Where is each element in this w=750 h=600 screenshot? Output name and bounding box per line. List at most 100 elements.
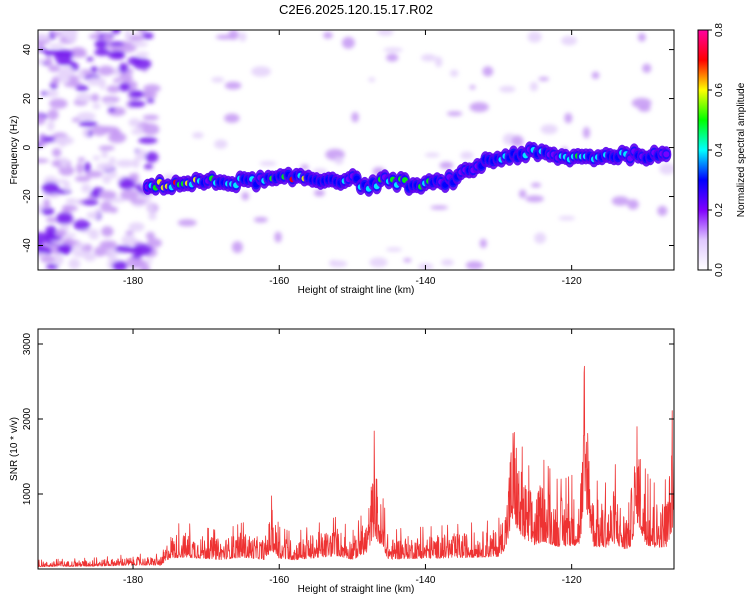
spectrogram-noise-blob xyxy=(65,31,78,43)
snr-panel: -180 -160 -140 -120 1000 2000 3000 Height of s… xyxy=(9,328,675,595)
spectrogram-noise-blob xyxy=(51,31,64,37)
spectrogram-noise-blob xyxy=(58,66,75,78)
x-tick-label: -140 xyxy=(415,276,435,287)
spectrogram-noise-blob xyxy=(369,257,388,268)
snr-frame xyxy=(37,328,675,570)
spectrogram-noise-blob xyxy=(125,256,144,268)
spectrogram-noise-blob xyxy=(54,136,74,146)
spectrogram-noise-blob xyxy=(75,92,93,103)
spectrogram-noise-blob xyxy=(231,241,243,254)
spectrogram-noise-blob xyxy=(241,191,250,201)
spectrogram-noise-blob xyxy=(142,123,160,136)
spectrogram-noise-blob xyxy=(135,51,150,58)
spectrogram-frame xyxy=(37,29,675,271)
spectrogram-noise-blob xyxy=(534,232,547,244)
spectrogram-noise-blob xyxy=(659,162,674,175)
spectrogram-noise-blob xyxy=(214,139,228,149)
spectrogram-noise-blob xyxy=(53,253,64,266)
spectrogram-noise-blob xyxy=(420,54,437,62)
spectrogram-noise-blob xyxy=(383,47,403,53)
spectrogram-noise-blob xyxy=(564,112,573,124)
spectrogram-noise-blob xyxy=(63,233,77,238)
spectrogram-noise-blob xyxy=(540,124,558,135)
spectrogram-noise-blob xyxy=(51,148,62,158)
spectrogram-noise-blob xyxy=(127,56,142,66)
spectrogram-noise-blob xyxy=(99,240,118,249)
spectrogram-noise-blob xyxy=(127,68,134,74)
spectrogram-noise-blob xyxy=(132,243,153,256)
spectrogram-noise-blob xyxy=(141,32,154,40)
spectrogram-noise-blob xyxy=(107,132,127,144)
spectrogram-noise-blob xyxy=(68,75,80,84)
spectrogram-noise-blob xyxy=(341,36,355,49)
spectrogram-noise-blob xyxy=(54,229,67,238)
spectrogram-noise-blob xyxy=(251,66,272,77)
colorbar-tick-label: 0.2 xyxy=(714,203,725,217)
x-tick-label: -160 xyxy=(269,276,289,287)
snr-series-line xyxy=(38,365,674,568)
spectrogram-noise-blob xyxy=(637,33,646,42)
spectrogram-noise-blob xyxy=(97,190,117,200)
spectrogram-noise-blob xyxy=(111,260,128,270)
spectrogram-noise-blob xyxy=(77,71,86,80)
spectrogram-noise-blob xyxy=(147,204,155,212)
ridge-core xyxy=(353,175,360,182)
spectrogram-noise-blob xyxy=(638,104,651,112)
spectrogram-noise-blob xyxy=(56,60,76,66)
spectrogram-noise-blob xyxy=(95,30,102,33)
spectrogram-noise-blob xyxy=(642,63,652,73)
spectrogram-noise-blob xyxy=(58,165,75,176)
spectrogram-noise-blob xyxy=(90,93,100,102)
spectrogram-noise-blob xyxy=(329,260,348,268)
spectrogram-noise-blob xyxy=(44,49,63,56)
spectrogram-noise-blob xyxy=(72,250,91,258)
spectrogram-noise-blob xyxy=(38,114,46,126)
spectrogram-noise-blob xyxy=(109,41,125,47)
colorbar-tick-label: 0.0 xyxy=(714,263,725,277)
spectrogram-noise-blob xyxy=(111,30,121,34)
spectrogram-noise-blob xyxy=(102,174,112,184)
spectrogram-noise-blob xyxy=(128,100,146,108)
spectrogram-noise-blob xyxy=(112,50,126,60)
spectrogram-noise-blob xyxy=(469,102,489,113)
spectrogram-noise-blob xyxy=(561,35,578,46)
spectrogram-noise-blob xyxy=(128,118,141,127)
spectrogram-noise-blob xyxy=(119,73,133,82)
spectrogram-noise-blob xyxy=(48,43,65,49)
colorbar: 0.0 0.2 0.4 0.6 0.8 Normalized spectral ampl… xyxy=(697,23,747,277)
spectrogram-noise-blob xyxy=(49,98,68,109)
colorbar-ticks: 0.0 0.2 0.4 0.6 0.8 xyxy=(708,23,725,277)
spectrogram-noise-blob xyxy=(94,39,108,49)
spectrogram-noise-blob xyxy=(118,82,131,92)
spectrogram-noise-blob xyxy=(92,155,101,161)
spectrogram-noise-blob xyxy=(657,205,668,216)
spectrogram-noise-blob xyxy=(45,217,59,223)
spectrogram-noise-blob xyxy=(47,109,59,121)
spectrogram-noise-blob xyxy=(224,81,242,90)
spectrogram-noise-blob xyxy=(146,98,155,104)
spectrogram-noise-blob xyxy=(60,157,69,169)
snr-ticks: -180 -160 -140 -120 1000 2000 3000 xyxy=(22,329,674,586)
colorbar-tick-label: 0.4 xyxy=(714,143,725,157)
spectrogram-noise-blob xyxy=(74,175,91,182)
spectrogram-noise-blob xyxy=(94,48,111,56)
spectrogram-noise-blob xyxy=(469,85,476,90)
spectrogram-noise-blob xyxy=(137,30,148,34)
spectrogram-noise-blob xyxy=(45,56,53,67)
spectrogram-noise-blob xyxy=(121,234,137,246)
spectrogram-noise-blob xyxy=(38,252,49,258)
spectrogram-noise-blob xyxy=(74,242,87,248)
spectrogram-noise-blob xyxy=(38,240,45,245)
spectrogram-noise-blob xyxy=(38,40,45,51)
spectrogram-panel: -180 -160 -140 -120 -40 -20 0 20 40 Height of st… xyxy=(9,29,675,296)
spectrogram-noise-blob xyxy=(86,57,94,62)
spectrogram-noise-blob xyxy=(38,33,50,41)
spectrogram-noise-blob xyxy=(41,207,55,216)
x-tick-label: -140 xyxy=(415,575,435,586)
spectrogram-noise-blob xyxy=(538,76,550,81)
spectrogram-noise-blob xyxy=(434,56,443,68)
spectrogram-noise-blob xyxy=(120,189,139,201)
spectrogram-noise-blob xyxy=(215,34,236,40)
spectrogram-noise-blob xyxy=(377,30,394,36)
